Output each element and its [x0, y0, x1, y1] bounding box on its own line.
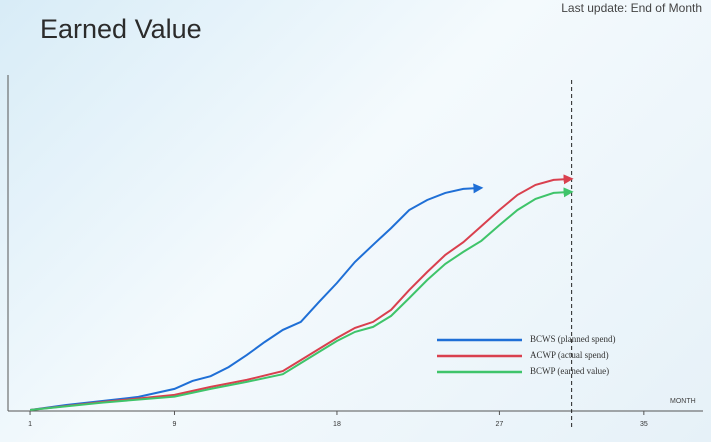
legend-label: ACWP (actual spend): [530, 350, 609, 360]
legend-label: BCWS (planned spend): [530, 334, 616, 344]
x-tick-label: 35: [640, 421, 648, 428]
x-tick-label: 9: [173, 421, 177, 428]
x-axis-label: MONTH: [670, 398, 696, 405]
chart-title: Earned Value: [40, 14, 202, 44]
legend-label: BCWP (earned value): [530, 366, 609, 376]
series-line: [29, 183, 484, 411]
chart-subtitle: Last update: End of Month: [561, 1, 702, 15]
x-tick-label: 1: [28, 421, 32, 428]
series-line: [29, 174, 574, 411]
x-tick-label: 27: [496, 421, 504, 428]
x-tick-label: 18: [333, 421, 341, 428]
series-line: [29, 187, 574, 411]
